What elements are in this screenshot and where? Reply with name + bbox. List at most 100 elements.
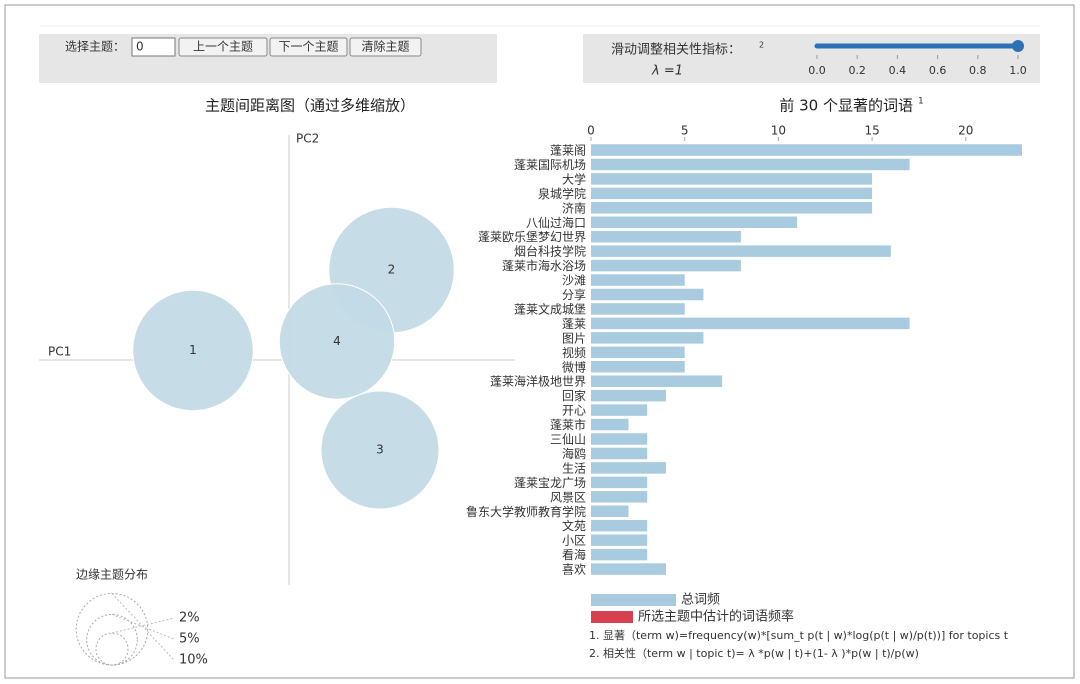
size-legend-label: 10% — [179, 653, 208, 668]
topic-label: 1 — [189, 343, 197, 357]
term-label: 喜欢 — [562, 562, 586, 577]
x-tick-label: 0 — [587, 124, 595, 138]
term-label: 大学 — [562, 171, 586, 186]
bar[interactable] — [591, 288, 704, 301]
term-label: 文苑 — [562, 518, 586, 533]
topic-label: 选择主题： — [65, 40, 125, 54]
x-tick-label: 20 — [958, 124, 973, 138]
term-label: 蓬莱海洋极地世界 — [490, 374, 586, 389]
slider-tick-label: 1.0 — [1009, 64, 1027, 77]
bar[interactable] — [591, 491, 648, 503]
legend-swatch — [591, 611, 633, 623]
button-label[interactable]: 上一个主题 — [193, 40, 253, 54]
y-axis-label: PC2 — [296, 132, 319, 146]
bar[interactable] — [591, 418, 629, 431]
term-label: 蓬莱欧乐堡梦幻世界 — [478, 229, 586, 244]
chart-title: 前 30 个显著的词语 — [779, 97, 913, 115]
topic-bubble[interactable] — [132, 289, 254, 412]
bar[interactable] — [591, 202, 873, 214]
topic-label: 2 — [388, 263, 396, 277]
size-legend-label: 5% — [179, 632, 200, 647]
bubbles: 1 2 3 4 — [132, 206, 455, 510]
bar[interactable] — [591, 433, 648, 445]
term-label: 蓬莱宝龙广场 — [514, 476, 586, 490]
bar[interactable] — [591, 230, 741, 243]
button-label[interactable]: 下一个主题 — [278, 40, 338, 54]
slider-tick-label: 0.6 — [929, 64, 947, 77]
term-label: 开心 — [562, 404, 586, 418]
button[interactable] — [178, 37, 268, 57]
topic-label: 3 — [376, 443, 384, 457]
slider-tick-label: 0.2 — [848, 64, 866, 77]
bar[interactable] — [591, 404, 648, 416]
bar[interactable] — [591, 346, 685, 359]
topic-input[interactable] — [131, 37, 176, 57]
bar[interactable] — [591, 317, 910, 330]
size-legend-leader — [111, 617, 175, 634]
bar[interactable] — [591, 216, 798, 229]
term-label: 三仙山 — [550, 433, 586, 447]
topic-bubble[interactable] — [278, 283, 396, 400]
chart-title-note: 1 — [918, 97, 924, 107]
term-label: 鲁东大学教师教育学院 — [466, 504, 586, 519]
term-label: 蓬莱 — [562, 317, 586, 331]
term-label: 海鸥 — [562, 446, 586, 461]
term-label: 蓬莱文成城堡 — [514, 301, 586, 316]
term-label: 图片 — [562, 331, 586, 345]
slider-knob[interactable] — [1012, 40, 1024, 52]
lambda-panel — [583, 34, 1040, 83]
bar[interactable] — [591, 476, 648, 489]
lambda-label: 滑动调整相关性指标： — [611, 43, 741, 58]
term-label: 蓬莱市海水浴场 — [502, 258, 586, 273]
term-label: 蓬莱国际机场 — [514, 158, 586, 172]
bar[interactable] — [591, 548, 648, 561]
bar[interactable] — [591, 274, 685, 286]
bar[interactable] — [591, 158, 910, 171]
bar[interactable] — [591, 534, 648, 546]
term-label: 看海 — [562, 547, 586, 562]
topic-value[interactable]: 0 — [136, 40, 144, 54]
term-label: 烟台科技学院 — [514, 244, 586, 259]
slider-tick-label: 0.0 — [808, 64, 826, 77]
topic-label: 4 — [333, 334, 341, 348]
term-label: 风景区 — [550, 490, 586, 504]
term-label: 蓬莱阁 — [550, 144, 586, 158]
bar[interactable] — [591, 303, 685, 315]
bar[interactable] — [591, 505, 629, 518]
lambda-text: λ =1 — [651, 64, 683, 79]
bar[interactable] — [591, 519, 648, 532]
bar[interactable] — [591, 563, 666, 575]
size-legend-label: 2% — [179, 611, 200, 626]
size-legend-circle — [95, 632, 129, 666]
button[interactable] — [269, 37, 348, 57]
button-label[interactable]: 清除主题 — [361, 39, 409, 54]
term-label: 泉城学院 — [538, 186, 586, 201]
footnote: 2. 相关性（term w | topic t)= λ *p(w | t)+(1… — [589, 646, 919, 660]
bar[interactable] — [591, 447, 648, 460]
bar[interactable] — [591, 389, 666, 402]
bar[interactable] — [591, 173, 873, 185]
slider-tick-label: 0.8 — [969, 64, 987, 77]
frame — [4, 4, 1075, 679]
term-label: 济南 — [562, 200, 586, 215]
bar[interactable] — [591, 462, 666, 474]
bar[interactable] — [591, 144, 1022, 156]
bar[interactable] — [591, 375, 723, 387]
bar[interactable] — [591, 245, 891, 257]
size-legend-leader — [111, 593, 175, 661]
bar[interactable] — [591, 332, 704, 344]
button[interactable] — [349, 37, 422, 57]
bar[interactable] — [591, 187, 873, 200]
bar[interactable] — [591, 259, 741, 272]
term-label: 视频 — [562, 345, 586, 360]
term-label: 蓬莱市 — [550, 417, 586, 432]
size-legend-circle — [75, 592, 149, 666]
legend-label: 所选主题中估计的词语频率 — [638, 609, 794, 625]
bar[interactable] — [591, 361, 685, 373]
chart-title: 主题间距离图（通过多维缩放） — [205, 97, 415, 115]
lambda-note: 2 — [759, 41, 764, 50]
topic-bubble[interactable] — [320, 390, 440, 510]
x-tick-label: 10 — [771, 124, 786, 138]
term-label: 回家 — [562, 388, 586, 403]
